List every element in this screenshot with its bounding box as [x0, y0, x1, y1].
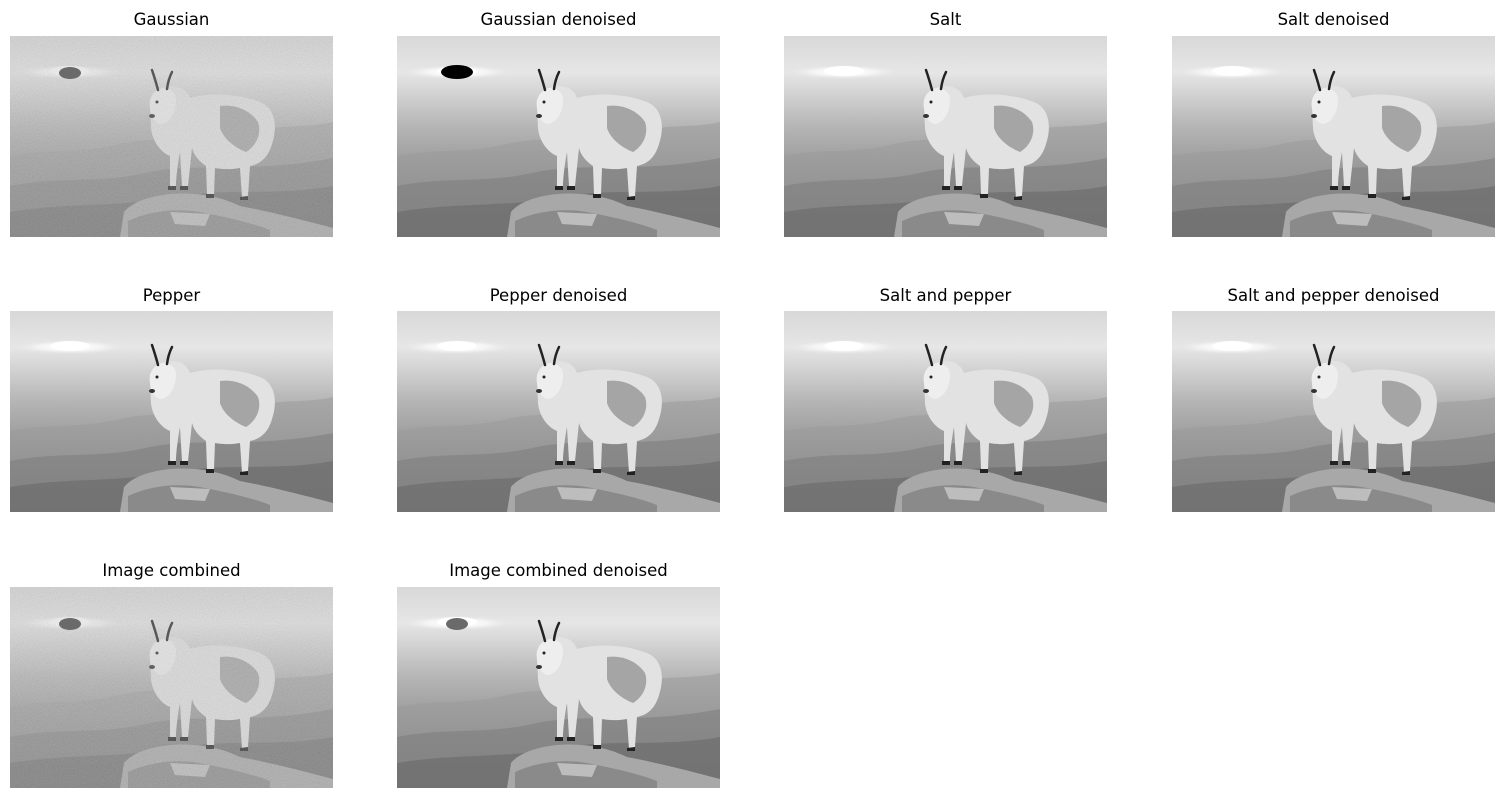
goat-grayscale-image — [1172, 311, 1495, 512]
panel-title: Image combined denoised — [397, 561, 720, 580]
goat-grayscale-image — [1172, 36, 1495, 237]
panel-title: Image combined — [10, 561, 333, 580]
panel-title: Pepper — [10, 286, 333, 305]
panel-title: Gaussian — [10, 10, 333, 29]
panel-title: Salt denoised — [1172, 10, 1495, 29]
goat-grayscale-image — [397, 36, 720, 237]
panel-title: Salt and pepper — [784, 286, 1107, 305]
goat-grayscale-image — [397, 311, 720, 512]
panel-title: Salt and pepper denoised — [1172, 286, 1495, 305]
panel-title: Salt — [784, 10, 1107, 29]
goat-grayscale-image — [397, 587, 720, 788]
panel-title: Gaussian denoised — [397, 10, 720, 29]
goat-grayscale-image — [10, 587, 333, 788]
goat-grayscale-image — [784, 36, 1107, 237]
goat-grayscale-image — [10, 36, 333, 237]
goat-grayscale-image — [10, 311, 333, 512]
goat-grayscale-image — [784, 311, 1107, 512]
panel-title: Pepper denoised — [397, 286, 720, 305]
